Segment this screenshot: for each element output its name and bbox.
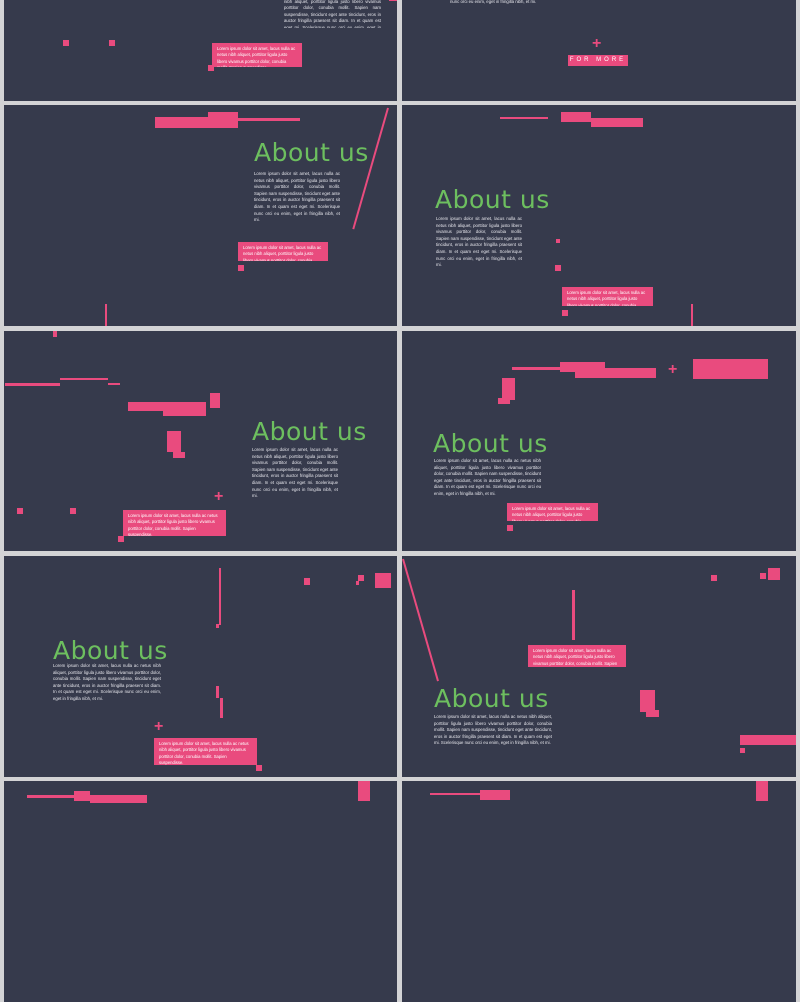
decorative-block xyxy=(108,383,120,385)
decorative-block xyxy=(163,406,206,416)
decorative-block xyxy=(500,117,548,119)
decorative-block xyxy=(640,690,655,712)
decorative-block xyxy=(216,624,219,628)
for-more-button[interactable]: FOR MORE xyxy=(568,55,628,66)
decorative-block xyxy=(760,573,766,579)
decorative-block xyxy=(768,568,780,580)
plus-icon: + xyxy=(668,361,678,378)
decorative-block xyxy=(155,117,238,128)
body-text: Lorem ipsum dolor sit amet, lacus nulla … xyxy=(436,216,522,268)
slide-title: About us xyxy=(254,138,369,167)
decorative-block xyxy=(208,65,214,71)
slide-title: About us xyxy=(53,636,168,665)
slide-thumbnail-7[interactable]: About us Lorem ipsum dolor sit amet, lac… xyxy=(4,556,397,777)
diagonal-line xyxy=(402,558,439,682)
slide-thumbnail-1[interactable]: Lorem ipsum dolor sit amet, lacus nulla … xyxy=(4,0,397,101)
decorative-block xyxy=(756,781,768,801)
callout-box: Lorem ipsum dolor sit amet, lacus nulla … xyxy=(562,287,653,306)
decorative-block xyxy=(238,265,244,271)
decorative-block xyxy=(556,239,560,243)
decorative-block xyxy=(562,310,568,316)
decorative-block xyxy=(498,398,510,404)
callout-box: Lorem ipsum dolor sit amet, lacus nulla … xyxy=(238,242,328,261)
plus-icon: + xyxy=(154,718,164,735)
decorative-block xyxy=(210,393,220,408)
decorative-block xyxy=(5,383,60,386)
callout-box: Lorem ipsum dolor sit amet, lacus nulla … xyxy=(528,645,626,667)
decorative-block xyxy=(216,686,219,698)
slide-thumbnail-2[interactable]: Lorem ipsum dolor sit amet, lacus nulla … xyxy=(402,0,796,101)
slide-thumbnail-3[interactable]: About us Lorem ipsum dolor sit amet, lac… xyxy=(4,105,397,326)
callout-box: Lorem ipsum dolor sit amet, lacus nulla … xyxy=(212,43,302,67)
decorative-block xyxy=(256,765,262,771)
decorative-block xyxy=(358,575,364,581)
decorative-block xyxy=(17,508,23,514)
decorative-block xyxy=(118,536,124,542)
decorative-block xyxy=(507,525,513,531)
body-text: Lorem ipsum dolor sit amet, lacus nulla … xyxy=(254,171,340,223)
decorative-block xyxy=(572,590,575,640)
decorative-block xyxy=(389,0,397,1)
decorative-block xyxy=(561,112,591,122)
decorative-block xyxy=(63,40,69,46)
slide-thumbnail-5[interactable]: About us Lorem ipsum dolor sit amet, lac… xyxy=(4,331,397,551)
decorative-block xyxy=(105,304,107,326)
decorative-block xyxy=(356,581,359,585)
callout-box: Lorem ipsum dolor sit amet, lacus nulla … xyxy=(507,503,598,521)
decorative-block xyxy=(53,331,57,337)
decorative-block xyxy=(560,362,605,372)
slide-thumbnail-4[interactable]: About us Lorem ipsum dolor sit amet, lac… xyxy=(402,105,796,326)
decorative-block xyxy=(219,568,221,625)
decorative-block xyxy=(173,452,185,458)
body-text: Lorem ipsum dolor sit amet, lacus nulla … xyxy=(434,714,552,746)
decorative-block xyxy=(90,795,147,803)
decorative-block xyxy=(167,431,181,452)
slide-thumbnail-9[interactable] xyxy=(4,781,397,1002)
callout-box: Lorem ipsum dolor sit amet, lacus nulla … xyxy=(123,510,226,536)
body-text: Lorem ipsum dolor sit amet, lacus nulla … xyxy=(284,0,381,28)
body-text: Lorem ipsum dolor sit amet, lacus nulla … xyxy=(53,663,161,701)
decorative-block xyxy=(238,118,300,121)
slide-title: About us xyxy=(435,185,550,214)
decorative-block xyxy=(220,698,223,718)
decorative-block xyxy=(304,578,310,585)
slide-title: About us xyxy=(434,684,549,713)
decorative-block xyxy=(502,378,515,400)
slide-thumbnail-6[interactable]: + About us Lorem ipsum dolor sit amet, l… xyxy=(402,331,796,551)
decorative-block xyxy=(740,735,796,745)
decorative-block xyxy=(60,378,108,380)
decorative-block xyxy=(575,368,656,378)
callout-box: Lorem ipsum dolor sit amet, lacus nulla … xyxy=(154,738,257,765)
decorative-block xyxy=(109,40,115,46)
decorative-block xyxy=(27,795,74,798)
decorative-block xyxy=(711,575,717,581)
decorative-block xyxy=(430,793,480,795)
decorative-block xyxy=(646,710,659,717)
decorative-block xyxy=(358,781,370,801)
body-text: Lorem ipsum dolor sit amet, lacus nulla … xyxy=(450,0,537,4)
decorative-block xyxy=(740,748,745,753)
decorative-block xyxy=(208,112,238,122)
slide-thumbnail-10[interactable] xyxy=(402,781,796,1002)
body-text: Lorem ipsum dolor sit amet, lacus nulla … xyxy=(434,458,541,496)
decorative-block xyxy=(591,118,643,127)
decorative-block xyxy=(693,359,768,379)
diagonal-line xyxy=(352,107,389,230)
body-text: Lorem ipsum dolor sit amet, lacus nulla … xyxy=(252,447,338,499)
decorative-block xyxy=(480,790,510,800)
decorative-block xyxy=(70,508,76,514)
plus-icon: + xyxy=(592,35,602,52)
slide-thumbnail-8[interactable]: Lorem ipsum dolor sit amet, lacus nulla … xyxy=(402,556,796,777)
slide-title: About us xyxy=(433,429,548,458)
decorative-block xyxy=(375,573,391,588)
decorative-block xyxy=(74,791,90,801)
plus-icon: + xyxy=(214,488,224,505)
slide-title: About us xyxy=(252,417,367,446)
decorative-block xyxy=(512,367,560,370)
decorative-block xyxy=(555,265,561,271)
decorative-block xyxy=(691,304,693,326)
